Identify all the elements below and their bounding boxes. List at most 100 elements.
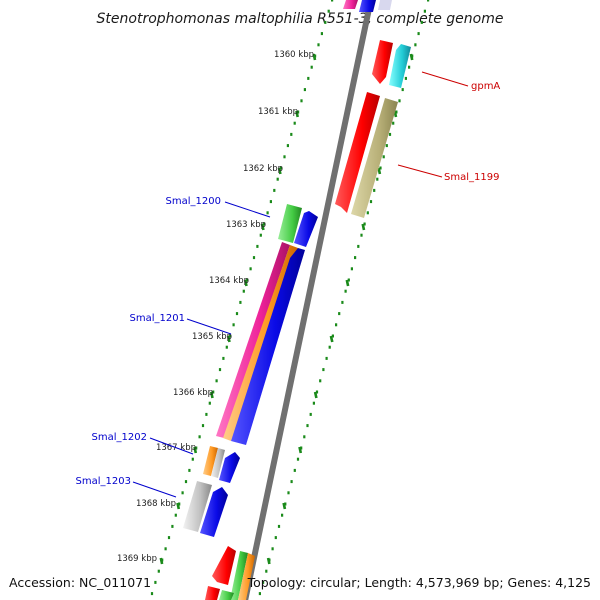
tick-dot	[198, 435, 201, 439]
major-tick	[409, 53, 414, 61]
tick-dot	[195, 446, 198, 450]
gene-orange-bottom[interactable]	[238, 553, 255, 600]
tick-dot	[293, 121, 296, 125]
gene-label-smal-1202[interactable]: Smal_1202	[92, 432, 147, 443]
major-tick	[277, 167, 282, 175]
tick-dot	[290, 480, 293, 484]
tick-dot	[327, 9, 330, 13]
tick-dot	[331, 334, 334, 338]
tick-dot	[286, 144, 289, 148]
tick-dot	[258, 592, 261, 596]
left-tick-circle	[150, 0, 334, 596]
callout-line-smal-1202	[149, 437, 194, 455]
tick-dot	[297, 110, 300, 114]
tick-dot	[293, 468, 296, 472]
tick-dot	[157, 569, 160, 573]
tick-dot	[178, 502, 181, 506]
tick-dot	[427, 0, 430, 2]
gene-cyan[interactable]	[389, 44, 411, 88]
callout-line-smal-1201	[186, 318, 232, 335]
genome-backbone	[242, 0, 374, 600]
gene-label-smal-1199[interactable]: Smal_1199	[444, 172, 499, 183]
tick-dot	[215, 379, 218, 383]
tick-dot	[252, 256, 256, 260]
gene-smal-1199[interactable]	[351, 98, 398, 218]
tick-dot	[154, 580, 157, 584]
gene-smal-1202-grey[interactable]	[211, 448, 225, 478]
tick-dot	[281, 513, 284, 517]
gene-smal-1200[interactable]	[278, 204, 302, 243]
tick-dot	[423, 9, 426, 13]
tick-label: 1360 kbp	[274, 50, 314, 60]
major-tick	[159, 557, 164, 565]
gene-green-bottom[interactable]	[230, 551, 248, 600]
major-tick	[298, 446, 303, 454]
tick-dot	[212, 390, 215, 394]
gene-label-smal-1203[interactable]: Smal_1203	[76, 476, 131, 487]
major-tick	[243, 279, 248, 287]
tick-dot	[239, 300, 242, 304]
tick-dot	[280, 166, 283, 170]
tick-dot	[296, 457, 300, 461]
tick-dot	[290, 132, 293, 136]
gene-red-bottom[interactable]	[212, 546, 236, 585]
gene-blue-1202b[interactable]	[219, 452, 240, 483]
tick-dot	[307, 76, 310, 80]
gene-label-gpmA[interactable]: gpmA	[471, 81, 500, 92]
tick-label: 1369 kbp	[117, 554, 157, 564]
gene-blue-1200b[interactable]	[294, 211, 318, 247]
tick-dot	[235, 312, 239, 316]
gene-gpmA[interactable]	[372, 40, 393, 84]
tick-dot	[392, 121, 395, 125]
callout-line-smal-1199	[397, 164, 443, 178]
tick-dot	[262, 580, 265, 584]
callout-line-smal-1203	[132, 481, 177, 498]
gene-smal-1203[interactable]	[183, 481, 212, 532]
gene-green-bottom-2[interactable]	[219, 590, 234, 600]
gene-red-long[interactable]	[335, 92, 380, 213]
gene-lilac-top[interactable]	[378, 0, 392, 10]
major-tick	[282, 502, 287, 510]
callout-line-smal-1200	[224, 201, 271, 218]
tick-dot	[341, 300, 344, 304]
major-tick	[295, 110, 299, 118]
tick-dot	[184, 480, 188, 484]
tick-dot	[256, 244, 259, 248]
tick-dot	[284, 502, 287, 506]
gene-label-smal-1200[interactable]: Smal_1200	[166, 196, 221, 207]
tick-dot	[319, 379, 322, 383]
gene-red-bottom-2[interactable]	[205, 586, 220, 600]
tick-dot	[376, 177, 379, 181]
tick-dot	[373, 188, 376, 192]
gene-smal-1201-blue[interactable]	[231, 248, 305, 445]
gene-magenta-top[interactable]	[343, 0, 358, 9]
gene-smal-1201-magenta[interactable]	[216, 242, 290, 438]
tick-dot	[317, 43, 320, 47]
tick-dot	[300, 99, 303, 103]
tick-dot	[277, 524, 281, 528]
tick-dot	[306, 424, 309, 428]
tick-dot	[222, 356, 225, 360]
major-tick	[312, 53, 317, 61]
right-tick-circle	[258, 0, 430, 596]
tick-label: 1363 kbp	[226, 220, 266, 230]
gene-label-smal-1201[interactable]: Smal_1201	[130, 313, 185, 324]
tick-label: 1361 kbp	[258, 107, 298, 117]
tick-dot	[366, 211, 369, 215]
tick-dot	[276, 177, 279, 181]
tick-dot	[259, 233, 262, 237]
tick-dot	[181, 491, 184, 495]
tick-dot	[420, 20, 423, 24]
gene-blue-1203b[interactable]	[200, 487, 228, 537]
gene-blue-top[interactable]	[359, 0, 376, 12]
tick-dot	[174, 513, 177, 517]
tick-dot	[324, 20, 327, 24]
tick-dot	[388, 132, 392, 136]
tick-dot	[354, 256, 357, 260]
tick-dot	[274, 536, 277, 540]
gene-smal-1202-orange[interactable]	[203, 446, 218, 476]
major-tick	[345, 279, 350, 287]
major-tick	[313, 391, 318, 399]
tick-dot	[287, 491, 290, 495]
